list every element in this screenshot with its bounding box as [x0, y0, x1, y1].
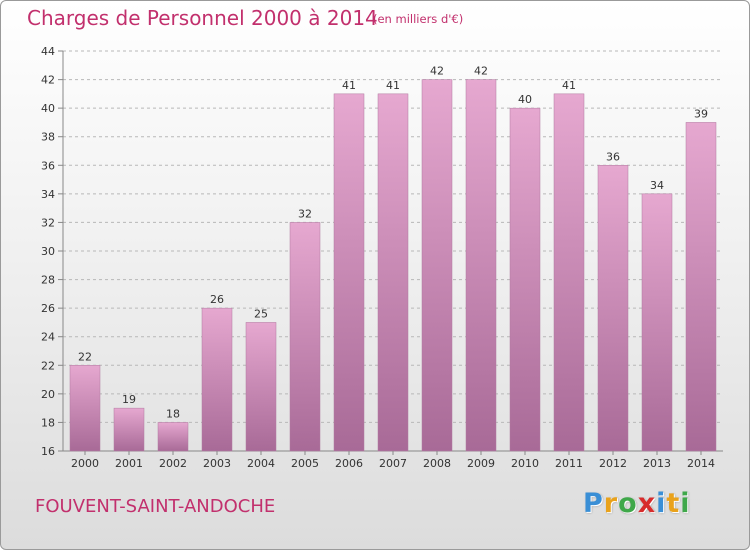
logo-letter: i	[680, 488, 691, 519]
data-label: 26	[210, 293, 224, 306]
logo-letter: i	[656, 488, 667, 519]
data-label: 41	[342, 79, 356, 92]
x-tick-label: 2013	[643, 457, 671, 470]
logo-letter: o	[618, 488, 638, 519]
data-label: 40	[518, 93, 532, 106]
data-label: 42	[430, 65, 444, 78]
bar-2000	[69, 365, 101, 452]
data-label: 25	[254, 307, 268, 320]
y-tick-label: 20	[41, 388, 55, 401]
x-tick-label: 2004	[247, 457, 275, 470]
y-tick-label: 30	[41, 245, 55, 258]
y-tick-label: 44	[41, 45, 55, 58]
x-tick-label: 2011	[555, 457, 583, 470]
bar-2012	[597, 165, 629, 452]
y-tick-label: 22	[41, 359, 55, 372]
logo-letter: t	[666, 488, 681, 519]
y-tick-label: 24	[41, 331, 55, 344]
proxiti-logo: Proxiti	[583, 488, 691, 519]
data-label: 34	[650, 179, 664, 192]
data-label: 32	[298, 207, 312, 220]
bar-2005	[289, 222, 321, 452]
bar-2003	[201, 307, 233, 452]
x-tick-label: 2012	[599, 457, 627, 470]
logo-letter: x	[637, 488, 657, 519]
x-tick-label: 2006	[335, 457, 363, 470]
y-tick-label: 28	[41, 274, 55, 287]
data-label: 18	[166, 407, 180, 420]
logo-letter: r	[603, 488, 619, 519]
y-tick-label: 26	[41, 302, 55, 315]
x-tick-label: 2008	[423, 457, 451, 470]
data-label: 42	[474, 65, 488, 78]
y-tick-label: 42	[41, 74, 55, 87]
y-tick-label: 40	[41, 102, 55, 115]
x-tick-label: 2007	[379, 457, 407, 470]
y-tick-label: 36	[41, 159, 55, 172]
y-tick-label: 38	[41, 131, 55, 144]
x-tick-label: 2010	[511, 457, 539, 470]
bar-2011	[553, 93, 585, 452]
x-tick-label: 2003	[203, 457, 231, 470]
data-label: 41	[386, 79, 400, 92]
data-label: 22	[78, 350, 92, 363]
data-label: 41	[562, 79, 576, 92]
x-tick-label: 2014	[687, 457, 715, 470]
y-tick-label: 34	[41, 188, 55, 201]
bar-2010	[509, 107, 541, 452]
x-tick-label: 2001	[115, 457, 143, 470]
bar-2008	[421, 79, 453, 452]
bar-2014	[685, 122, 717, 452]
x-tick-label: 2000	[71, 457, 99, 470]
y-tick-label: 16	[41, 445, 55, 458]
chart-subtitle: (en milliers d'€)	[373, 12, 464, 26]
data-label: 36	[606, 150, 620, 163]
bar-2004	[245, 322, 277, 452]
bar-2002	[157, 422, 189, 452]
bar-2009	[465, 79, 497, 452]
bar-2001	[113, 407, 145, 452]
chart-title: Charges de Personnel 2000 à 2014	[27, 6, 378, 30]
y-tick-label: 18	[41, 416, 55, 429]
bar-2006	[333, 93, 365, 452]
data-label: 39	[694, 107, 708, 120]
x-tick-label: 2002	[159, 457, 187, 470]
bar-2007	[377, 93, 409, 452]
x-tick-label: 2005	[291, 457, 319, 470]
commune-name: FOUVENT-SAINT-ANDOCHE	[35, 496, 276, 517]
x-tick-label: 2009	[467, 457, 495, 470]
bar-2013	[641, 193, 673, 452]
logo-letter: P	[583, 488, 604, 519]
y-tick-label: 32	[41, 216, 55, 229]
data-label: 19	[122, 393, 136, 406]
